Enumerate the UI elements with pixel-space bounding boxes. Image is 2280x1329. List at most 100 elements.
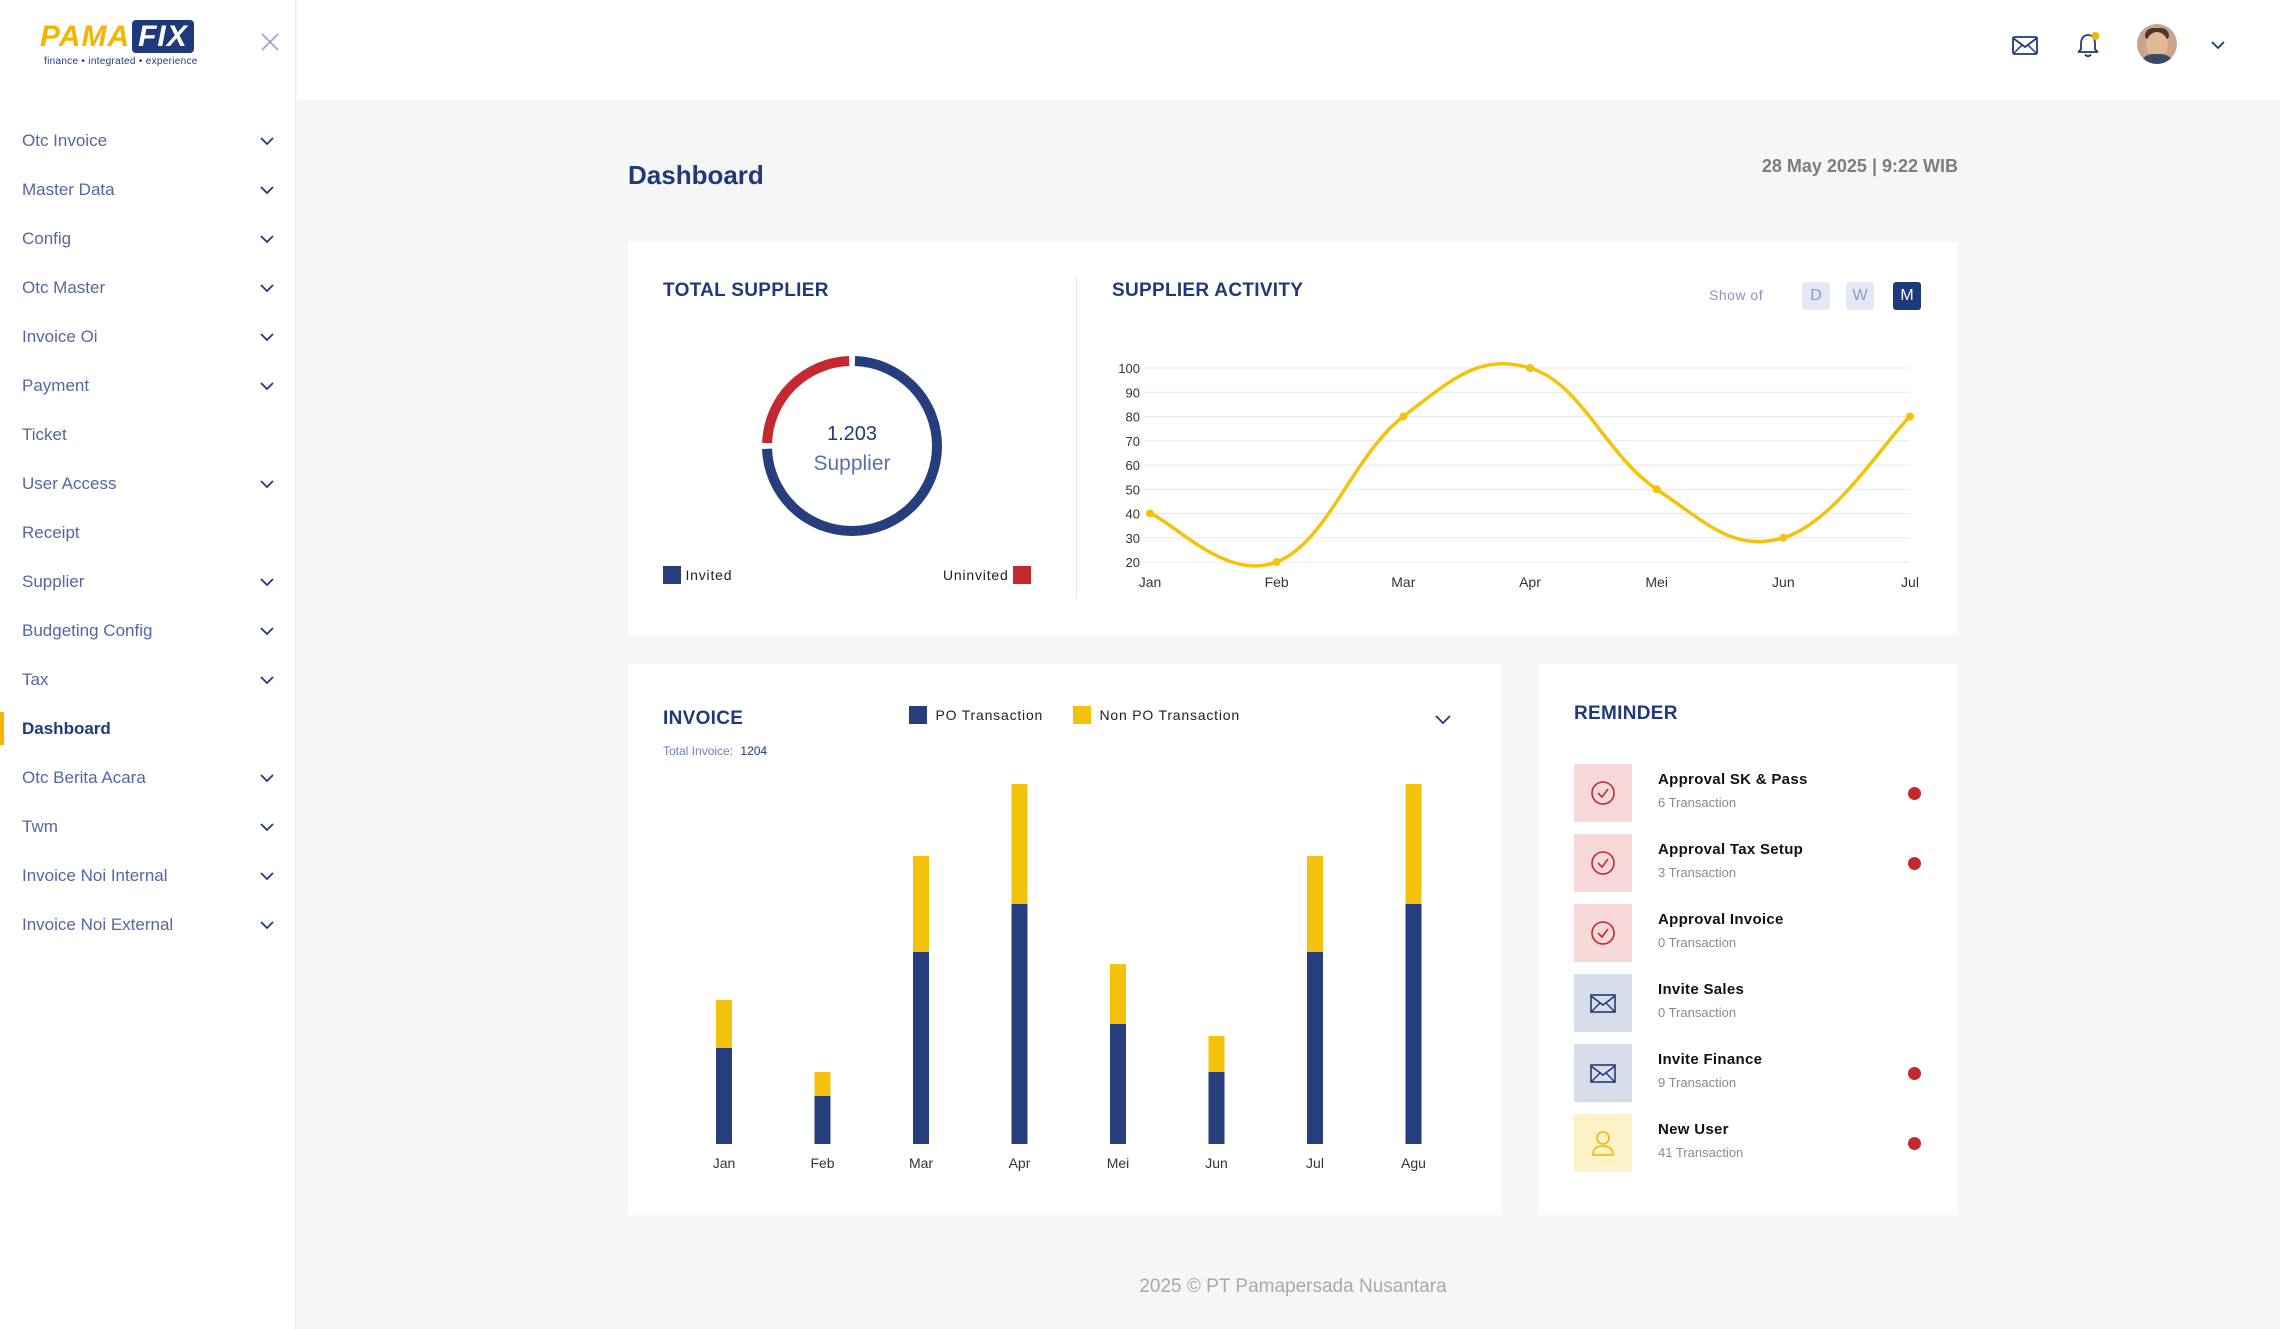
reminder-item[interactable]: New User 41 Transaction [1574,1114,1934,1172]
current-datetime: 28 May 2025 | 9:22 WIB [1761,156,1958,176]
invoice-filter-chevron-down-icon[interactable] [1428,704,1458,734]
close-sidebar-icon[interactable] [258,30,282,54]
x-tick-label: Feb [810,1155,834,1171]
sidebar-item-master-data[interactable]: Master Data [0,165,296,214]
footer-copyright: 2025 © PT Pamapersada Nusantara [1139,1276,1447,1297]
chevron-down-icon[interactable] [258,328,276,346]
chevron-down-icon[interactable] [258,916,276,934]
bell-icon[interactable] [2073,30,2103,60]
total-invoice: Total Invoice: 1204 [663,744,767,758]
y-tick-label: 70 [1126,434,1140,449]
bar-segment[interactable] [1405,784,1422,904]
reminder-item[interactable]: Approval SK & Pass 6 Transaction [1574,764,1934,822]
sidebar-item-payment[interactable]: Payment [0,361,296,410]
y-tick-label: 60 [1126,458,1140,473]
reminder-title: REMINDER [1574,703,1678,724]
check-circle-icon [1574,834,1632,892]
toggle-daily[interactable]: D [1802,282,1830,310]
bar-segment[interactable] [1208,1072,1225,1144]
legend-swatch-uninvited [1013,566,1032,584]
mail-icon[interactable] [2010,30,2040,60]
user-menu-chevron-down-icon[interactable] [2203,30,2233,60]
reminder-item[interactable]: Approval Tax Setup 3 Transaction [1574,834,1934,892]
unread-indicator-dot [1908,787,1921,800]
x-tick-label: Apr [1009,1155,1031,1171]
reminder-item[interactable]: Invite Finance 9 Transaction [1574,1044,1934,1102]
bar-segment[interactable] [814,1096,831,1144]
invoice-card [628,664,1502,1215]
legend-swatch-invited [663,566,681,584]
chevron-down-icon[interactable] [258,622,276,640]
sidebar-item-invoice-oi[interactable]: Invoice Oi [0,312,296,361]
bar-segment[interactable] [913,856,929,952]
data-point[interactable] [1146,509,1154,518]
supplier-count-unit: Supplier [813,452,890,475]
reminder-item-title: Approval SK & Pass [1658,771,1808,788]
bar-segment[interactable] [716,1048,732,1144]
top-bar [297,0,2280,100]
y-tick-label: 50 [1126,482,1140,497]
sidebar-item-otc-invoice[interactable]: Otc Invoice [0,116,296,165]
sidebar-item-receipt[interactable]: Receipt [0,508,296,557]
page-title: Dashboard [628,160,764,190]
data-point[interactable] [1272,558,1281,566]
legend-label-uninvited: Uninvited [943,567,1009,583]
sidebar-item-label: Twm [22,816,58,836]
chevron-down-icon[interactable] [258,671,276,689]
sidebar-item-budgeting-config[interactable]: Budgeting Config [0,606,296,655]
legend-invited: Invited [663,566,732,584]
bar-segment[interactable] [1307,856,1323,952]
legend-non-po-transaction: Non PO Transaction [1073,706,1240,724]
bar-segment[interactable] [1110,964,1126,1024]
data-point[interactable] [1399,412,1408,421]
sidebar-item-config[interactable]: Config [0,214,296,263]
chevron-down-icon[interactable] [258,279,276,297]
bar-segment[interactable] [1011,784,1028,904]
chevron-down-icon[interactable] [258,377,276,395]
bar-segment[interactable] [1307,952,1323,1144]
sidebar-item-invoice-noi-external[interactable]: Invoice Noi External [0,900,296,949]
chevron-down-icon[interactable] [258,475,276,493]
data-point[interactable] [1906,412,1914,421]
app-logo[interactable]: PAMA FIX finance • integrated • experienc… [40,18,240,74]
sidebar-item-user-access[interactable]: User Access [0,459,296,508]
data-point[interactable] [1779,533,1788,542]
chevron-down-icon[interactable] [258,573,276,591]
legend-label-po: PO Transaction [935,707,1044,723]
data-point[interactable] [1526,364,1534,372]
sidebar-item-ticket[interactable]: Ticket [0,410,296,459]
reminder-item[interactable]: Invite Sales 0 Transaction [1574,974,1934,1032]
sidebar-item-otc-master[interactable]: Otc Master [0,263,296,312]
y-tick-label: 90 [1126,385,1140,400]
bar-segment[interactable] [1405,904,1422,1144]
bar-segment[interactable] [1110,1024,1126,1144]
toggle-weekly[interactable]: W [1846,282,1874,310]
data-point[interactable] [1652,485,1661,494]
avatar-shirt [2139,54,2175,64]
sidebar-item-tax[interactable]: Tax [0,655,296,704]
sidebar-item-label: User Access [22,473,117,493]
chevron-down-icon[interactable] [258,818,276,836]
sidebar-item-otc-berita-acara[interactable]: Otc Berita Acara [0,753,296,802]
reminder-item[interactable]: Approval Invoice 0 Transaction [1574,904,1934,962]
sidebar-item-invoice-noi-internal[interactable]: Invoice Noi Internal [0,851,296,900]
x-tick-label: Mei [1645,574,1668,590]
legend-swatch-po [909,706,927,724]
chevron-down-icon[interactable] [258,132,276,150]
chevron-down-icon[interactable] [258,769,276,787]
bar-segment[interactable] [1208,1036,1225,1072]
user-avatar[interactable] [2137,24,2177,64]
legend-po-transaction: PO Transaction [909,706,1043,724]
bar-segment[interactable] [913,952,929,1144]
chevron-down-icon[interactable] [258,181,276,199]
sidebar-item-twm[interactable]: Twm [0,802,296,851]
bar-segment[interactable] [1011,904,1028,1144]
bar-segment[interactable] [814,1072,831,1096]
sidebar-item-dashboard[interactable]: Dashboard [0,704,296,753]
toggle-monthly[interactable]: M [1893,282,1921,310]
sidebar-item-supplier[interactable]: Supplier [0,557,296,606]
chevron-down-icon[interactable] [258,230,276,248]
bar-segment[interactable] [716,1000,732,1048]
check-circle-icon [1574,904,1632,962]
chevron-down-icon[interactable] [258,867,276,885]
